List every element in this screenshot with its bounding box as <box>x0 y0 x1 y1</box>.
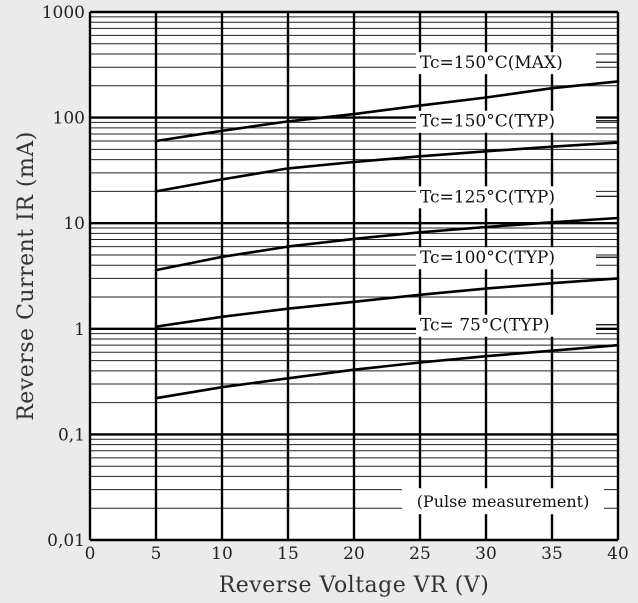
series-line <box>154 80 620 143</box>
y-tick-label: 1 <box>74 320 85 340</box>
x-tick-label: 20 <box>343 544 365 564</box>
series-labels: Tc=150°C(MAX) Tc=150°C(TYP) Tc=125°C(TYP) T… <box>416 52 618 337</box>
y-tick-label: 0,1 <box>58 425 85 445</box>
y-tick-label: 1000 <box>42 3 85 23</box>
tick-labels: 0 5 10 15 20 25 30 35 40 0,01 0,1 1 10 100 1000 <box>42 3 629 564</box>
series-label: Tc=150°C(MAX) <box>420 53 563 73</box>
x-tick-label: 25 <box>409 544 431 564</box>
curves <box>154 80 620 400</box>
annotation-bg <box>402 488 604 515</box>
x-tick-label: 10 <box>211 544 233 564</box>
series-label-bg <box>416 52 596 75</box>
x-tick-label: 40 <box>607 544 629 564</box>
x-axis-title: Reverse Voltage VR (V) <box>219 573 490 598</box>
y-tick-label: 100 <box>53 109 85 129</box>
annotation-pulse-measurement: (Pulse measurement) <box>417 492 590 511</box>
y-axis-title: Reverse Current IR (mA) <box>14 131 39 421</box>
series-label-bg <box>416 247 596 270</box>
series-label-bg <box>416 110 596 133</box>
series-label: Tc=125°C(TYP) <box>420 187 555 207</box>
x-tick-label: 35 <box>541 544 563 564</box>
x-tick-label: 0 <box>85 544 96 564</box>
series-label-bg <box>416 314 596 337</box>
series-label: Tc=100°C(TYP) <box>420 248 555 268</box>
y-tick-label: 10 <box>63 214 85 234</box>
series-line <box>154 277 620 328</box>
x-tick-label: 30 <box>475 544 497 564</box>
x-tick-label: 5 <box>151 544 162 564</box>
series-line <box>154 216 620 272</box>
series-line <box>154 141 620 193</box>
series-label-bg <box>416 186 596 209</box>
series-line <box>154 343 620 400</box>
series-label: Tc=150°C(TYP) <box>420 112 555 132</box>
annotations: (Pulse measurement) <box>402 488 604 515</box>
x-tick-label: 15 <box>277 544 299 564</box>
series-label: Tc= 75°C(TYP) <box>420 316 550 336</box>
y-tick-label: 0,01 <box>47 531 85 551</box>
